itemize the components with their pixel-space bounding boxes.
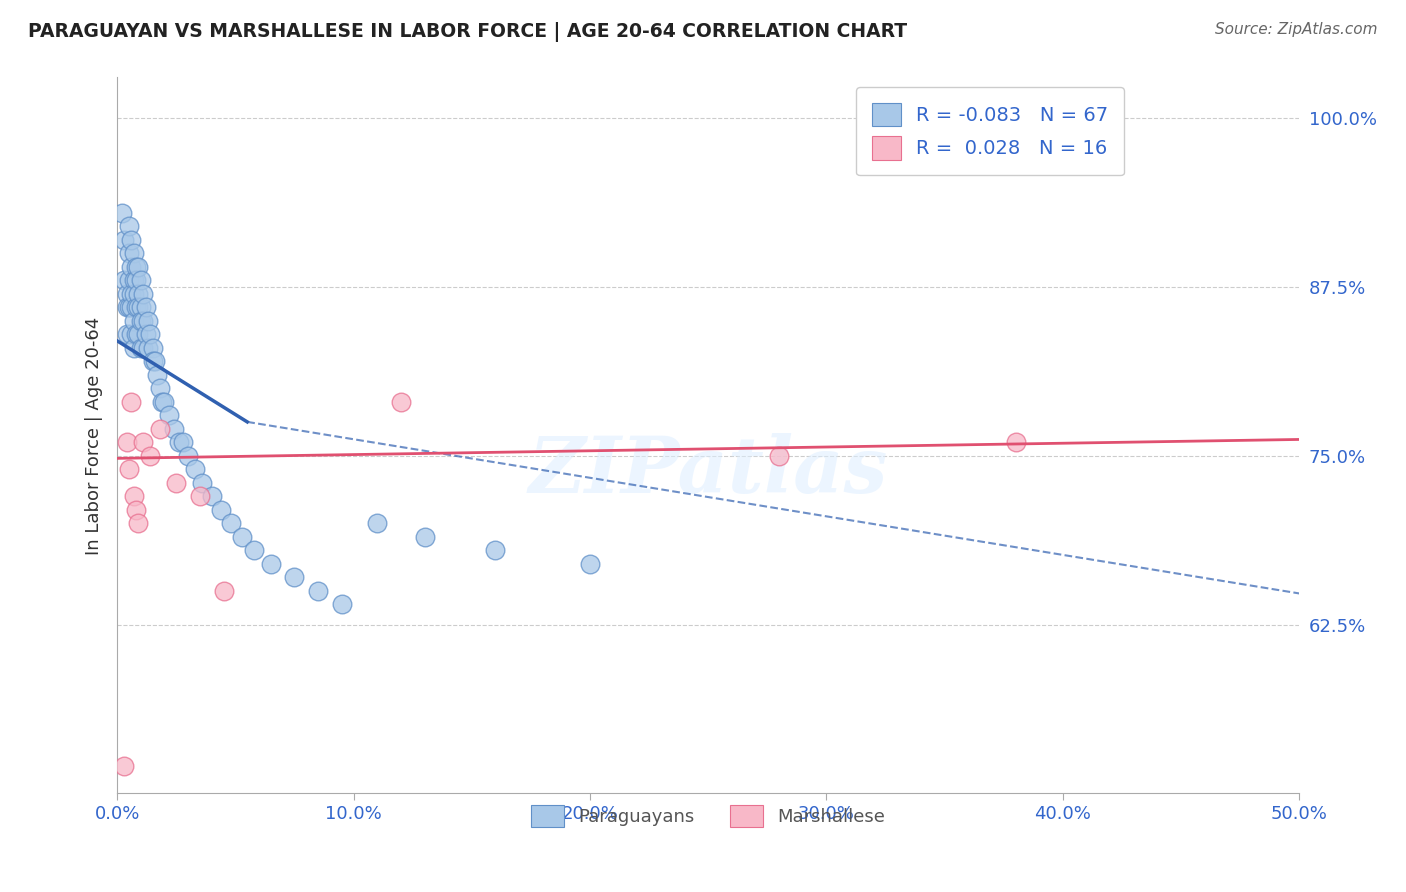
Point bbox=[260, 557, 283, 571]
Point bbox=[112, 233, 135, 247]
Point bbox=[165, 475, 187, 490]
Point bbox=[484, 543, 506, 558]
Point bbox=[127, 516, 149, 531]
Point bbox=[112, 273, 135, 287]
Point bbox=[120, 300, 142, 314]
Point bbox=[149, 381, 172, 395]
Point bbox=[132, 341, 155, 355]
Point bbox=[125, 260, 148, 274]
Point bbox=[125, 327, 148, 342]
Point bbox=[283, 570, 305, 584]
Point bbox=[118, 219, 141, 233]
Point bbox=[118, 273, 141, 287]
Point bbox=[243, 543, 266, 558]
Point bbox=[768, 449, 790, 463]
Point bbox=[366, 516, 388, 531]
Point bbox=[115, 300, 138, 314]
Point bbox=[115, 327, 138, 342]
Point bbox=[219, 516, 242, 531]
Point bbox=[125, 502, 148, 516]
Y-axis label: In Labor Force | Age 20-64: In Labor Force | Age 20-64 bbox=[86, 317, 103, 555]
Point bbox=[579, 557, 602, 571]
Text: PARAGUAYAN VS MARSHALLESE IN LABOR FORCE | AGE 20-64 CORRELATION CHART: PARAGUAYAN VS MARSHALLESE IN LABOR FORCE… bbox=[28, 22, 907, 42]
Point bbox=[125, 300, 148, 314]
Text: Source: ZipAtlas.com: Source: ZipAtlas.com bbox=[1215, 22, 1378, 37]
Point bbox=[146, 368, 169, 382]
Point bbox=[127, 260, 149, 274]
Point bbox=[120, 327, 142, 342]
Point bbox=[153, 394, 176, 409]
Point bbox=[172, 435, 194, 450]
Point bbox=[111, 205, 134, 219]
Point bbox=[120, 260, 142, 274]
Point bbox=[132, 313, 155, 327]
Point bbox=[177, 449, 200, 463]
Point bbox=[132, 286, 155, 301]
Point bbox=[122, 246, 145, 260]
Point bbox=[389, 394, 412, 409]
Point bbox=[330, 597, 353, 611]
Point bbox=[142, 354, 165, 368]
Point bbox=[122, 286, 145, 301]
Point bbox=[118, 462, 141, 476]
Point bbox=[122, 489, 145, 503]
Point bbox=[188, 489, 211, 503]
Point bbox=[136, 313, 159, 327]
Point bbox=[129, 341, 152, 355]
Point bbox=[115, 435, 138, 450]
Point bbox=[122, 313, 145, 327]
Point bbox=[127, 327, 149, 342]
Point bbox=[1004, 435, 1026, 450]
Point bbox=[167, 435, 190, 450]
Point bbox=[139, 327, 162, 342]
Point bbox=[127, 286, 149, 301]
Point bbox=[122, 341, 145, 355]
Point bbox=[149, 422, 172, 436]
Point bbox=[135, 300, 157, 314]
Point bbox=[129, 300, 152, 314]
Point bbox=[163, 422, 186, 436]
Point bbox=[143, 354, 166, 368]
Point bbox=[120, 233, 142, 247]
Point bbox=[118, 300, 141, 314]
Point bbox=[201, 489, 224, 503]
Point bbox=[307, 583, 329, 598]
Point bbox=[132, 435, 155, 450]
Point bbox=[115, 286, 138, 301]
Point bbox=[129, 273, 152, 287]
Point bbox=[150, 394, 173, 409]
Point bbox=[209, 502, 232, 516]
Point bbox=[129, 313, 152, 327]
Point bbox=[212, 583, 235, 598]
Point bbox=[127, 300, 149, 314]
Point bbox=[135, 327, 157, 342]
Point bbox=[122, 273, 145, 287]
Point bbox=[118, 246, 141, 260]
Point bbox=[184, 462, 207, 476]
Point bbox=[142, 341, 165, 355]
Point bbox=[413, 530, 436, 544]
Point bbox=[120, 394, 142, 409]
Point bbox=[191, 475, 214, 490]
Point bbox=[120, 286, 142, 301]
Text: ZIPatlas: ZIPatlas bbox=[529, 433, 889, 509]
Legend: Paraguayans, Marshallese: Paraguayans, Marshallese bbox=[524, 798, 893, 834]
Point bbox=[231, 530, 253, 544]
Point bbox=[157, 408, 180, 422]
Point bbox=[136, 341, 159, 355]
Point bbox=[125, 273, 148, 287]
Point bbox=[112, 759, 135, 773]
Point bbox=[139, 449, 162, 463]
